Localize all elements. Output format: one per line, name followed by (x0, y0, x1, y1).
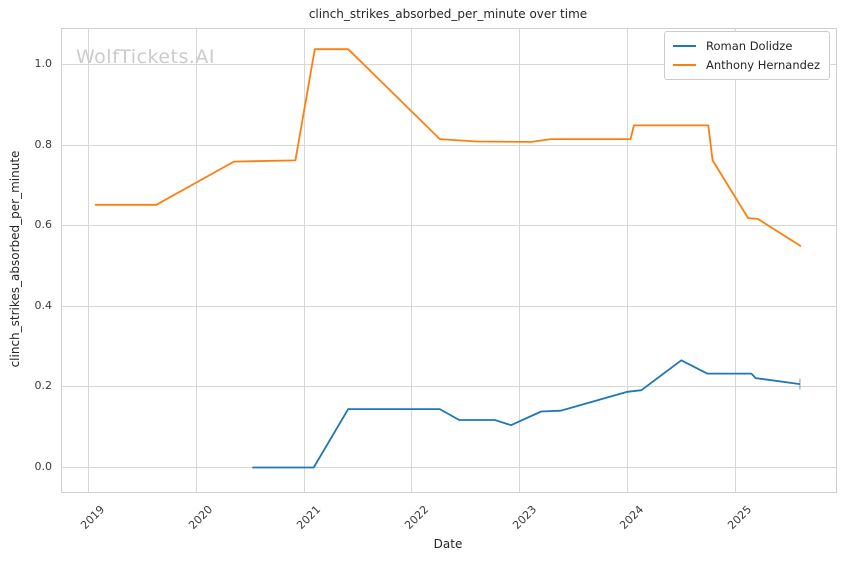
series-line-anthony-hernandez (94, 48, 802, 248)
x-tick-label: 2019 (78, 503, 108, 532)
gridline-horizontal (62, 64, 836, 65)
gridline-horizontal (62, 386, 836, 388)
legend-item: Anthony Hernandez (671, 55, 823, 74)
gridline-vertical (195, 29, 197, 492)
y-axis-label: clinch_strikes_absorbed_per_minute (8, 150, 22, 368)
gridline-vertical (303, 29, 305, 492)
series-line-roman-dolidze (252, 359, 801, 469)
y-tick-label: 0.2 (34, 379, 53, 393)
gridline-vertical (87, 29, 89, 492)
legend-label: Roman Dolidze (706, 38, 793, 53)
x-tick-label: 2025 (725, 503, 755, 532)
legend-item: Roman Dolidze (671, 36, 823, 55)
gridline-horizontal (62, 467, 836, 469)
gridline-horizontal (62, 225, 836, 227)
legend-line-swatch-icon (673, 63, 696, 66)
legend-label: Anthony Hernandez (706, 57, 821, 72)
y-tick-label: 0.6 (34, 218, 53, 232)
x-tick-label: 2023 (509, 503, 539, 532)
x-tick-label: 2024 (617, 503, 647, 532)
y-tick-label: 1.0 (34, 57, 53, 70)
gridline-vertical (734, 29, 736, 492)
gridline-horizontal (62, 144, 836, 146)
gridline-vertical (411, 29, 413, 492)
y-tick-label: 0.4 (34, 298, 53, 312)
legend: Roman Dolidze Anthony Hernandez (664, 31, 830, 80)
plot-area: WolfTickets.AI (61, 28, 837, 493)
x-axis-label: Date (433, 537, 463, 551)
x-tick-label: 2020 (186, 503, 216, 532)
x-tick-label: 2022 (401, 503, 431, 532)
x-tick-label: 2021 (294, 503, 324, 532)
legend-line-swatch-icon (673, 44, 696, 47)
gridline-vertical (626, 29, 628, 492)
y-tick-label: 0.8 (34, 137, 53, 151)
chart-canvas (94, 48, 802, 469)
gridline-horizontal (62, 305, 836, 307)
watermark: WolfTickets.AI (76, 46, 216, 68)
chart-title: clinch_strikes_absorbed_per_minute over … (308, 7, 588, 21)
gridline-vertical (519, 29, 521, 492)
y-tick-label: 0.0 (34, 460, 53, 474)
